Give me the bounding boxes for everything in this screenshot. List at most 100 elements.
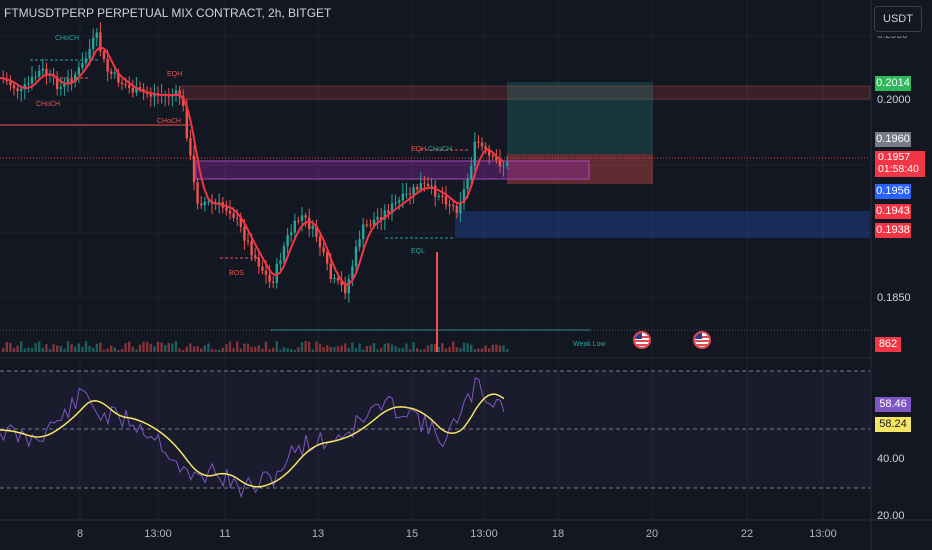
us-flag-event-icon[interactable] [693, 331, 711, 349]
volume-bar [99, 342, 102, 352]
candle-body [383, 210, 386, 220]
volume-bar [383, 343, 386, 352]
volume-bar [142, 341, 145, 352]
candle-body [390, 203, 394, 214]
volume-bar [477, 348, 480, 352]
candle-body [290, 232, 293, 236]
volume-bar [318, 343, 322, 352]
annotation-bos: BOS [229, 270, 244, 277]
volume-bar [174, 341, 178, 352]
volume-bar [236, 341, 239, 352]
volume-bar [66, 341, 70, 352]
time-label-1300-c: 13:00 [809, 528, 837, 540]
candle-body [20, 88, 23, 92]
volume-bar [488, 348, 491, 352]
time-label-13: 13 [311, 528, 325, 540]
candle-body [459, 202, 462, 213]
volume-bar [214, 349, 217, 352]
volume-bar [192, 346, 196, 352]
stop-price-badge: 0.1938 [875, 223, 911, 238]
volume-bar [459, 348, 462, 352]
volume-bar [365, 345, 368, 352]
volume-bar [160, 342, 163, 352]
take-profit-zone [507, 82, 653, 154]
candle-body [228, 210, 232, 214]
candle-body [347, 279, 350, 294]
candle-body [200, 203, 203, 206]
volume-bar [473, 348, 476, 352]
candle-body [340, 280, 343, 286]
volume-bar [5, 342, 8, 352]
candle-body [506, 162, 509, 166]
volume-bar [70, 344, 73, 352]
volume-bar [120, 349, 124, 352]
candle-body [470, 165, 473, 180]
volume-bar [138, 344, 142, 352]
volume-bar [117, 349, 120, 352]
candle-body [491, 155, 494, 157]
candle-body [477, 141, 480, 143]
candle-body [502, 165, 505, 167]
candle-body [272, 281, 275, 283]
volume-bar [372, 342, 376, 352]
volume-bar [20, 341, 23, 352]
candle-body [326, 252, 329, 264]
volume-bar [491, 344, 494, 352]
orderblock-zone [195, 160, 590, 180]
bar-countdown: 01:58:40 [878, 163, 919, 175]
volume-bar [351, 342, 354, 352]
candle-body [41, 68, 44, 71]
candle-body [495, 156, 498, 161]
high-price-badge: 0.1960 [875, 132, 911, 147]
volume-bar [462, 342, 466, 352]
candle-body [257, 257, 260, 267]
candle-body [441, 195, 444, 197]
volume-bar [48, 349, 52, 352]
price-tick-0-1850: 0.1850 [877, 292, 911, 304]
us-flag-event-icon[interactable] [633, 331, 651, 349]
candle-body [9, 81, 12, 86]
volume-bar [398, 347, 401, 352]
volume-bar [203, 345, 206, 352]
candle-body [243, 226, 246, 241]
rsi-value-badge: 58.46 [875, 397, 911, 412]
currency-button[interactable]: USDT [874, 6, 922, 32]
volume-bar [164, 345, 167, 352]
candle-body [182, 96, 185, 106]
volume-bar [232, 348, 235, 352]
candle-body [95, 32, 98, 38]
candle-body [189, 138, 192, 156]
candle-body [246, 240, 250, 242]
volume-bar [153, 346, 156, 352]
volume-bar [135, 349, 138, 352]
candle-body [412, 187, 415, 195]
volume-bar [74, 346, 77, 352]
candle-body [275, 263, 278, 283]
volume-bar [113, 347, 116, 352]
candle-body [232, 213, 235, 218]
candle-body [484, 146, 487, 150]
candle-body [120, 82, 124, 84]
candle-body [153, 94, 156, 97]
candle-body [70, 78, 73, 82]
volume-bar [329, 346, 332, 352]
time-label-18: 18 [551, 528, 565, 540]
volume-bar [502, 345, 505, 352]
candle-body [268, 274, 271, 282]
candle-body [480, 142, 484, 147]
volume-bar [221, 347, 224, 352]
volume-bar [322, 347, 325, 352]
candle-body [185, 105, 188, 139]
rsi-line [0, 377, 505, 499]
annotation-weak-low: Weak Low [573, 341, 606, 348]
rsi-tick-40: 40.00 [877, 453, 905, 465]
candle-body [376, 216, 379, 220]
time-label-15: 15 [405, 528, 419, 540]
candle-body [138, 87, 142, 90]
volume-bar [95, 343, 98, 352]
volume-bar [380, 347, 383, 352]
volume-bar [275, 341, 278, 352]
volume-bar [412, 342, 415, 352]
time-label-20: 20 [645, 528, 659, 540]
